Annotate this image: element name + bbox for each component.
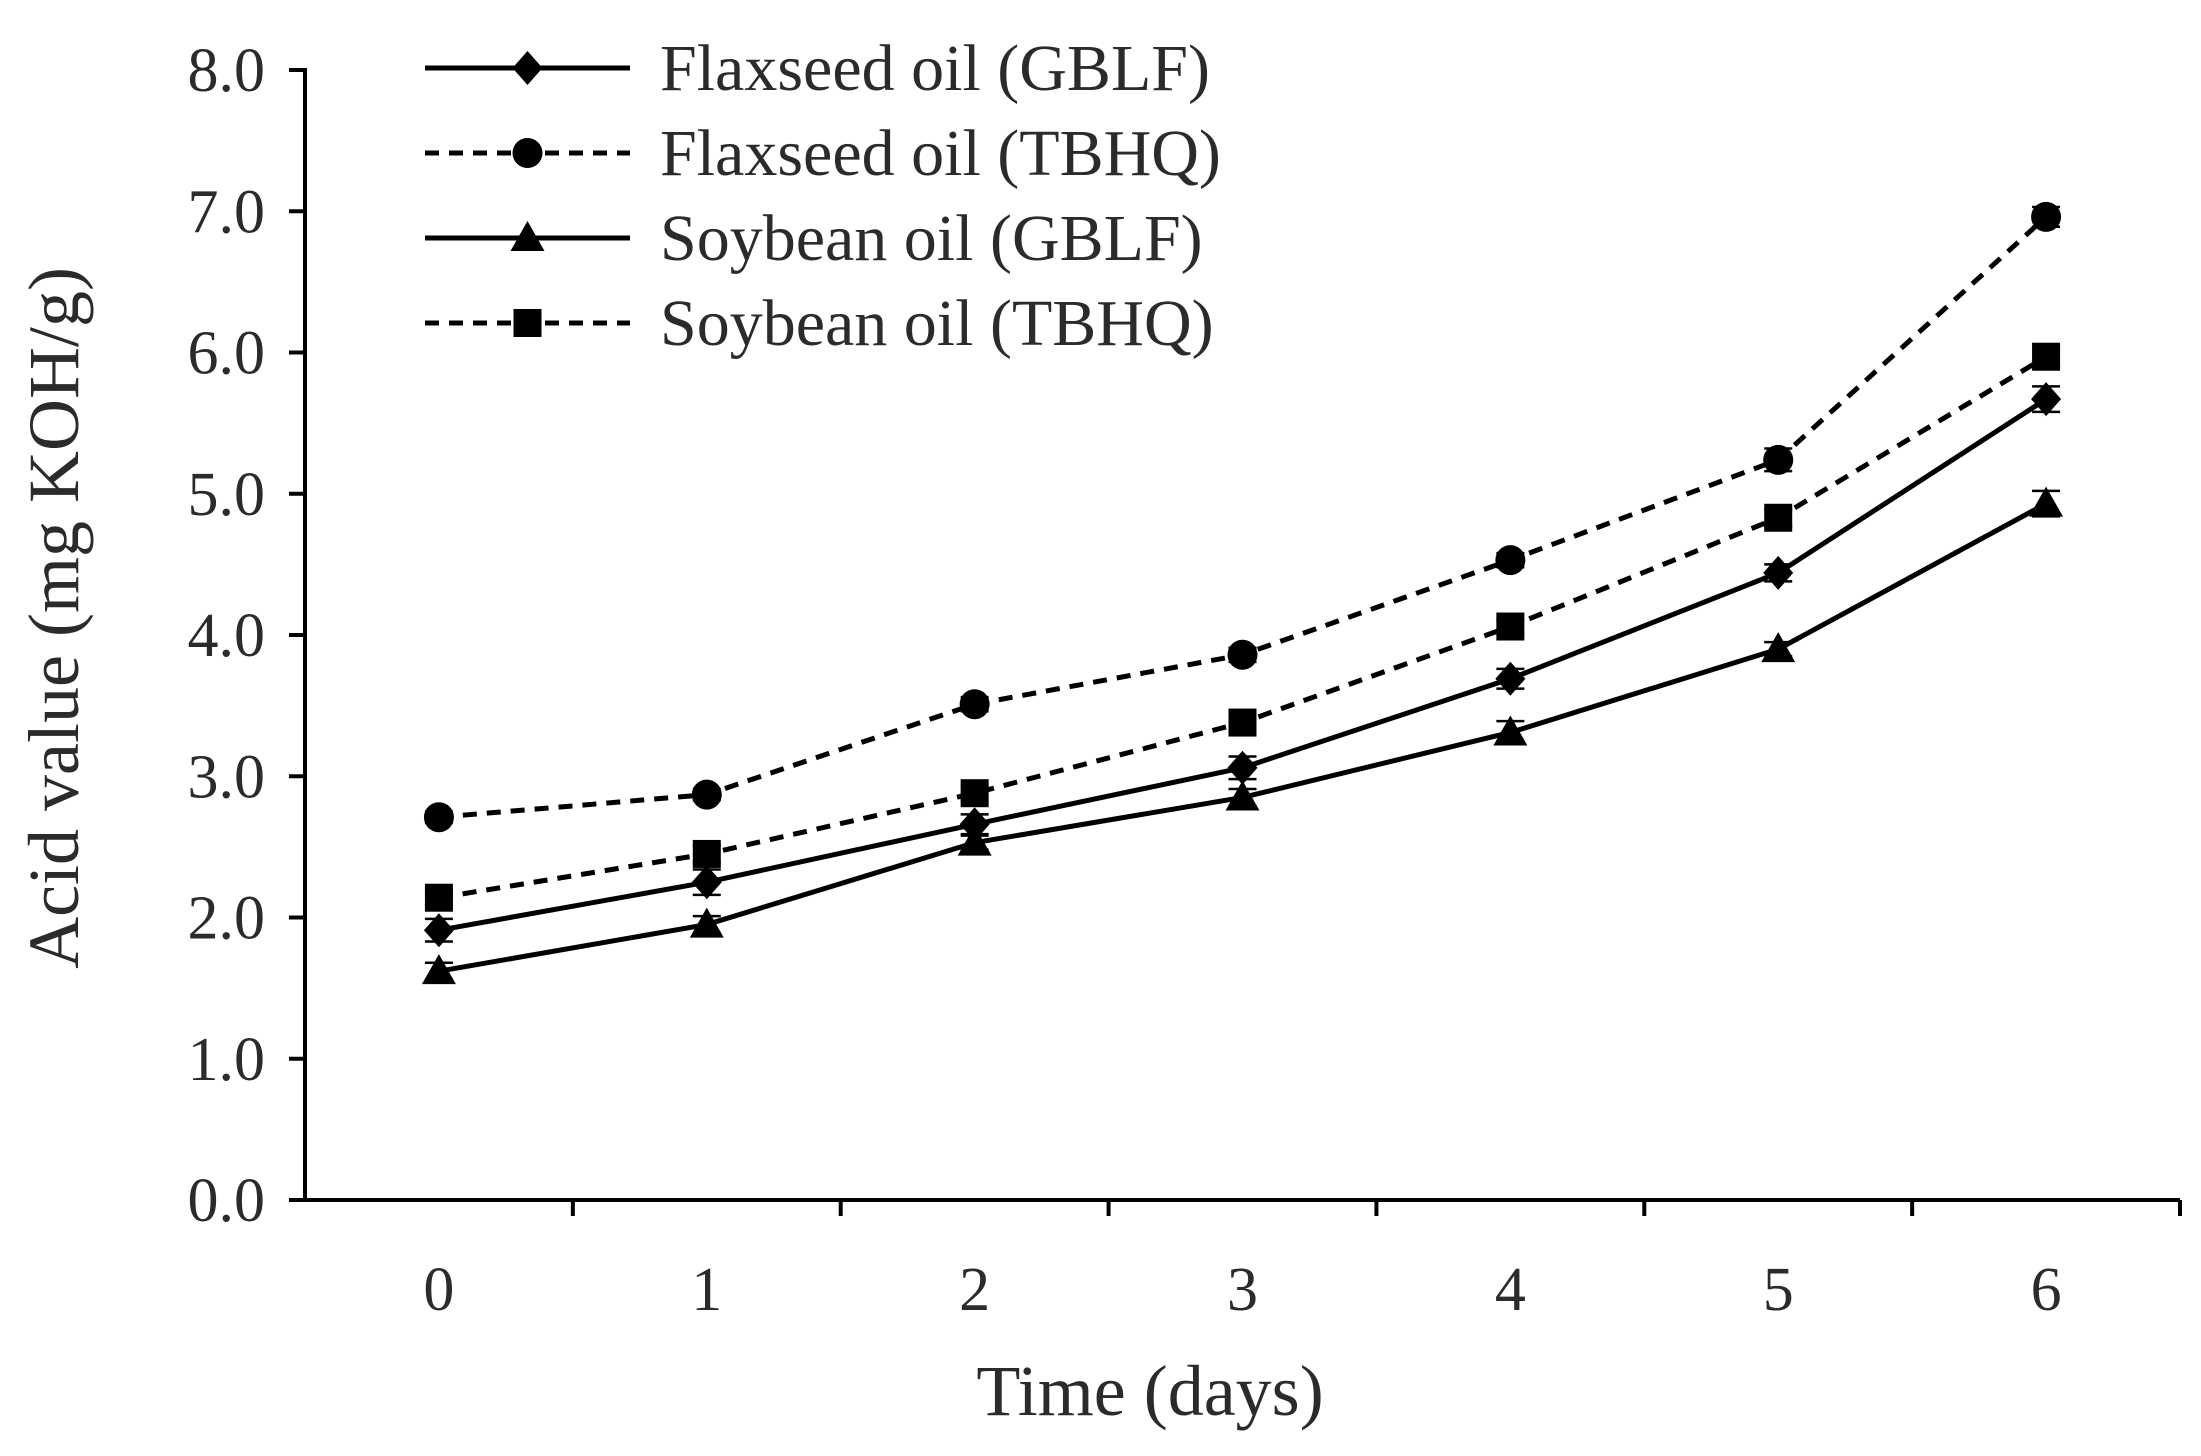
data-point-triangle <box>1761 632 1796 663</box>
x-tick-label: 0 <box>423 1256 454 1324</box>
legend-marker-square <box>513 309 542 337</box>
data-point-triangle <box>1493 715 1528 746</box>
y-tick-label: 8.0 <box>188 37 266 105</box>
series-group <box>421 201 2064 985</box>
data-point-diamond <box>959 807 990 842</box>
series-triangle <box>421 486 2064 985</box>
y-axis-title: Acid value (mg KOH/g) <box>14 267 94 969</box>
x-tick-label: 3 <box>1227 1256 1258 1324</box>
data-point-square <box>1228 708 1257 737</box>
x-tick-label: 5 <box>1763 1256 1794 1324</box>
legend-marker-triangle <box>510 221 545 251</box>
data-point-circle <box>2031 201 2062 232</box>
data-point-diamond <box>1227 750 1258 785</box>
y-tick-label: 4.0 <box>188 602 266 670</box>
data-point-triangle <box>689 907 724 938</box>
data-point-square <box>1496 612 1525 641</box>
data-point-square <box>692 839 721 868</box>
data-point-circle <box>423 802 454 833</box>
x-tick-label: 6 <box>2031 1256 2062 1324</box>
series-diamond <box>423 382 2062 948</box>
data-point-circle <box>959 689 990 720</box>
y-axis-ticks: 0.0 1.0 2.0 3.0 4.0 5.0 6.0 7.0 8.0 <box>188 37 305 1235</box>
legend-item: Soybean oil (GBLF) <box>425 202 1203 275</box>
y-tick-label: 1.0 <box>188 1026 266 1094</box>
data-point-triangle <box>421 954 456 985</box>
legend: Flaxseed oil (GBLF) Flaxseed oil (TBHQ) So… <box>425 32 1221 360</box>
legend-marker-circle <box>512 138 543 168</box>
x-tick-label: 2 <box>959 1256 990 1324</box>
y-tick-label: 0.0 <box>188 1167 266 1235</box>
legend-item: Flaxseed oil (GBLF) <box>425 32 1210 105</box>
y-tick-label: 6.0 <box>188 320 266 388</box>
x-axis-title: Time (days) <box>976 1351 1323 1431</box>
legend-label: Flaxseed oil (GBLF) <box>660 32 1210 105</box>
y-tick-label: 5.0 <box>188 461 266 529</box>
data-point-square <box>424 883 453 912</box>
data-point-diamond <box>1763 555 1794 590</box>
series-circle <box>423 201 2062 833</box>
legend-item: Flaxseed oil (TBHQ) <box>425 117 1221 190</box>
data-point-diamond <box>423 913 454 948</box>
x-tick-label: 1 <box>691 1256 722 1324</box>
legend-item: Soybean oil (TBHQ) <box>425 287 1214 360</box>
x-axis-ticks: 0 1 2 3 4 5 6 <box>423 1200 2182 1324</box>
data-point-circle <box>1227 639 1258 670</box>
data-point-circle <box>1495 545 1526 576</box>
legend-label: Soybean oil (TBHQ) <box>660 287 1214 360</box>
data-point-square <box>960 779 989 808</box>
data-point-circle <box>1763 444 1794 475</box>
data-point-diamond <box>1495 661 1526 696</box>
data-point-diamond <box>2031 382 2062 417</box>
legend-marker-diamond <box>512 51 543 85</box>
data-point-diamond <box>691 865 722 900</box>
data-point-triangle <box>2029 486 2064 517</box>
legend-label: Flaxseed oil (TBHQ) <box>660 117 1221 190</box>
y-tick-label: 7.0 <box>188 178 266 246</box>
y-tick-label: 2.0 <box>188 885 266 953</box>
data-point-square <box>1764 503 1793 532</box>
data-point-triangle <box>957 825 992 856</box>
x-tick-label: 4 <box>1495 1256 1526 1324</box>
legend-label: Soybean oil (GBLF) <box>660 202 1203 275</box>
series-square <box>424 342 2061 912</box>
data-point-square <box>2032 342 2061 371</box>
data-point-circle <box>691 779 722 810</box>
data-point-triangle <box>1225 780 1260 811</box>
series-line <box>438 501 2048 974</box>
y-tick-label: 3.0 <box>188 743 266 811</box>
